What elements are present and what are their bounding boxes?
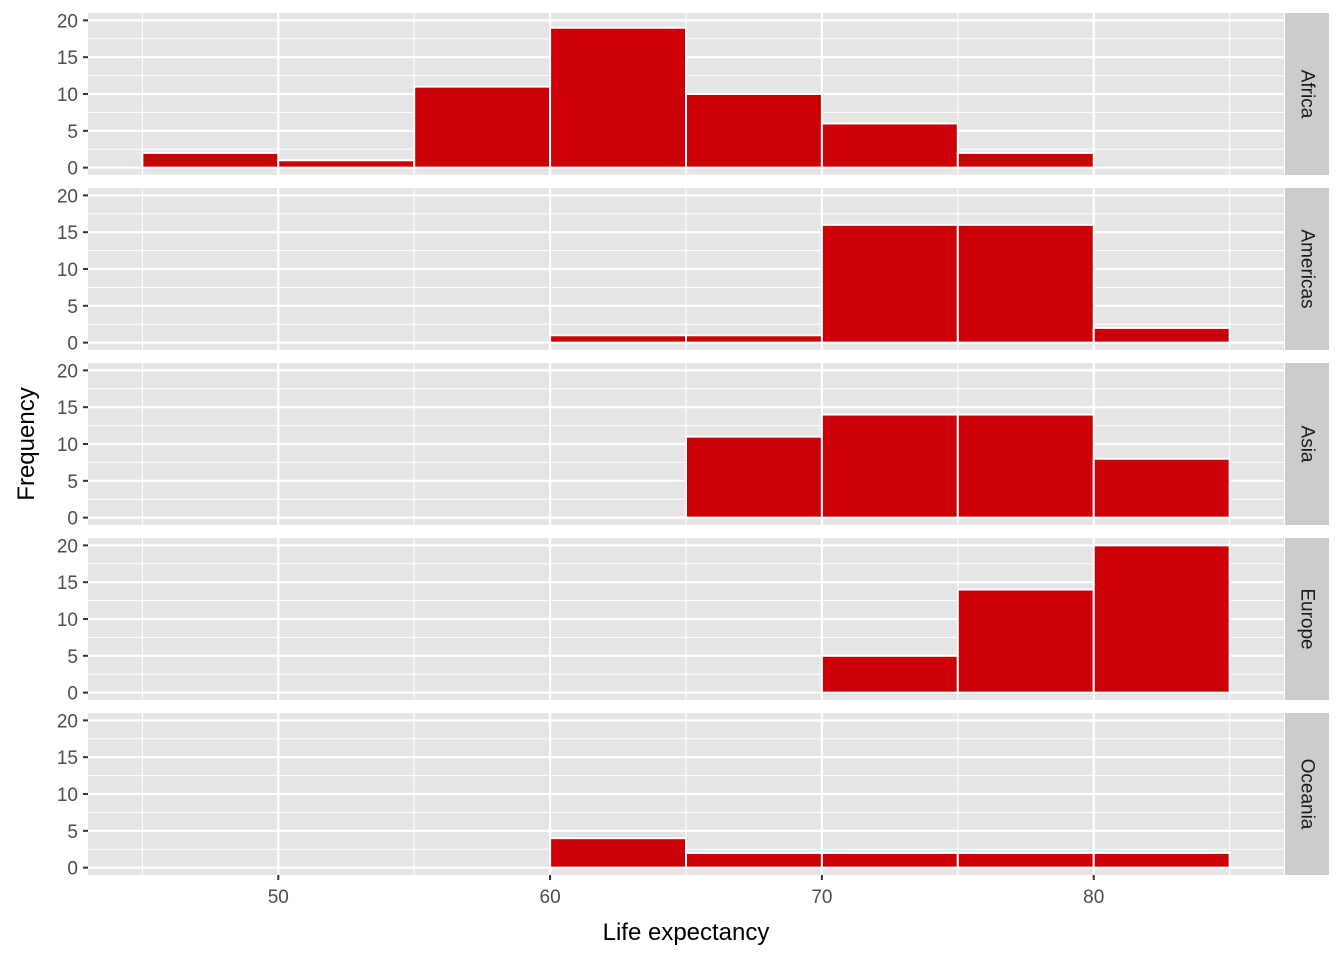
y-tick-label: 0 [67,684,78,705]
y-tick-label: 10 [57,610,78,631]
histogram-bar [1092,544,1231,694]
y-tick-label: 20 [57,536,78,557]
histogram-bar [956,151,1095,169]
histogram-bar [549,334,687,344]
x-axis: 50 60 70 80 [268,875,1104,908]
histogram-bar [820,122,959,169]
y-tick-label: 20 [57,711,78,732]
y-tick-label: 0 [67,859,78,880]
x-tick-label: 60 [540,887,561,908]
x-axis-title: Life expectancy [603,919,770,946]
y-tick-label: 5 [67,297,78,318]
y-tick-label: 20 [57,11,78,32]
y-tick-label: 15 [57,573,78,594]
histogram-bar [956,588,1095,694]
histogram-bar [820,851,959,869]
y-tick-label: 0 [67,509,78,530]
y-tick-label: 15 [57,223,78,244]
histogram-bar [685,851,823,869]
facet-panel-africa: 0 5 10 15 20 Africa [57,11,1329,180]
y-tick-label: 5 [67,647,78,668]
y-tick-label: 20 [57,361,78,382]
histogram-bar [549,26,687,169]
facet-strip-label: Europe [1297,588,1318,649]
histogram-bar [956,851,1095,869]
histogram-bar [685,334,823,344]
x-tick-label: 50 [268,887,289,908]
y-tick-label: 0 [67,334,78,355]
y-tick-label: 5 [67,472,78,493]
histogram-bar [820,413,959,519]
y-tick-label: 15 [57,48,78,69]
histogram-bar [413,85,552,169]
facet-panels: 0 5 10 15 20 Africa 0 5 10 15 20 Americas 0 5 10 15 20 As… [57,11,1329,880]
facet-strip [1285,188,1329,350]
y-tick-label: 10 [57,785,78,806]
histogram-bar [956,413,1095,519]
facet-strip [1285,713,1329,875]
facet-strip [1285,363,1329,525]
facet-panel-oceania: 0 5 10 15 20 Oceania [57,711,1329,880]
histogram-bar [685,93,823,169]
facet-strip-label: Americas [1297,229,1318,308]
facet-panel-europe: 0 5 10 15 20 Europe [57,536,1329,705]
facet-panel-asia: 0 5 10 15 20 Asia [57,361,1329,530]
y-tick-label: 10 [57,260,78,281]
x-tick-label: 80 [1083,887,1104,908]
y-tick-label: 20 [57,186,78,207]
y-tick-label: 15 [57,748,78,769]
y-tick-label: 15 [57,398,78,419]
histogram-bar [1092,326,1231,344]
histogram-bar [1092,457,1231,519]
y-tick-label: 0 [67,159,78,180]
histogram-bar [277,159,416,169]
facet-strip-label: Oceania [1297,759,1318,830]
y-tick-label: 5 [67,122,78,143]
histogram-bar [1092,851,1231,869]
facet-panel-americas: 0 5 10 15 20 Americas [57,186,1329,355]
histogram-bar [549,837,687,869]
x-tick-label: 70 [811,887,832,908]
histogram-bar [956,223,1095,344]
histogram-bar [820,654,959,694]
facet-strip [1285,13,1329,175]
histogram-bar [820,223,959,344]
y-tick-label: 5 [67,822,78,843]
y-tick-label: 10 [57,435,78,456]
y-axis-title: Frequency [13,387,40,500]
histogram-bar [685,435,823,519]
facet-strip-label: Africa [1297,70,1318,119]
facet-strip [1285,538,1329,700]
y-tick-label: 10 [57,85,78,106]
histogram-bar [141,151,280,169]
facet-strip-label: Asia [1297,426,1318,463]
